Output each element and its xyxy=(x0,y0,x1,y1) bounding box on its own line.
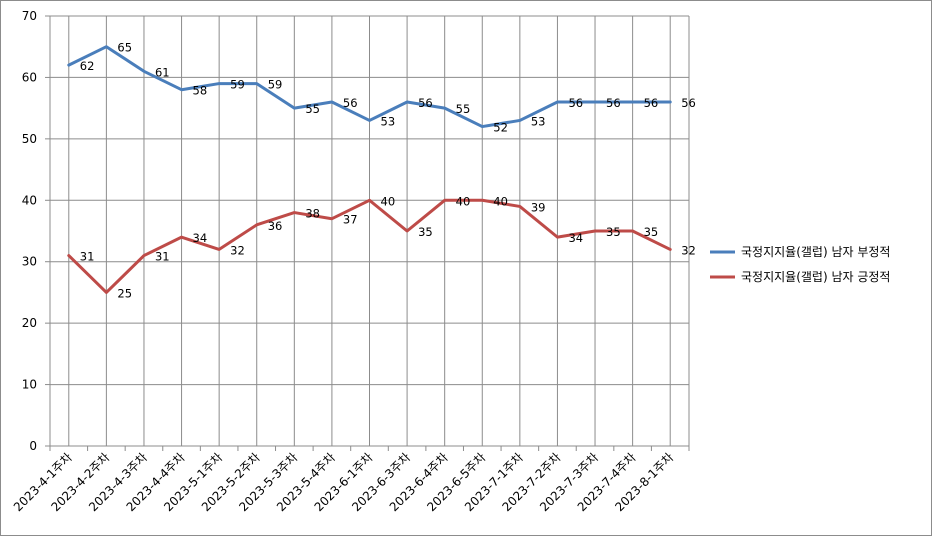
data-label: 56 xyxy=(606,96,621,110)
series-line-1 xyxy=(67,45,672,129)
data-label: 37 xyxy=(343,213,358,227)
y-tick-label: 40 xyxy=(22,193,37,207)
y-tick-label: 10 xyxy=(22,378,37,392)
data-label: 40 xyxy=(456,194,471,208)
data-label: 35 xyxy=(644,225,659,239)
data-label: 34 xyxy=(568,231,583,245)
legend-label: 국정지지율(갤럽) 남자 부정적 xyxy=(741,245,890,259)
legend-label: 국정지지율(갤럽) 남자 긍정적 xyxy=(741,270,890,284)
y-tick-label: 20 xyxy=(22,316,37,330)
data-label: 55 xyxy=(456,102,471,116)
data-label: 58 xyxy=(193,84,208,98)
y-tick-label: 50 xyxy=(22,132,37,146)
data-label: 59 xyxy=(268,78,283,92)
data-label: 40 xyxy=(381,194,396,208)
data-label: 56 xyxy=(568,96,583,110)
data-label: 40 xyxy=(493,194,508,208)
data-label: 52 xyxy=(493,121,508,135)
data-label: 31 xyxy=(155,250,170,264)
data-label: 25 xyxy=(117,286,132,300)
data-label: 53 xyxy=(381,114,396,128)
data-label: 59 xyxy=(230,78,245,92)
data-label: 35 xyxy=(606,225,621,239)
y-tick-label: 70 xyxy=(22,9,37,23)
data-label: 34 xyxy=(193,231,208,245)
data-label: 56 xyxy=(343,96,358,110)
data-label: 55 xyxy=(305,102,320,116)
data-label: 56 xyxy=(644,96,659,110)
data-label: 32 xyxy=(230,243,245,257)
y-tick-label: 30 xyxy=(22,255,37,269)
data-label: 31 xyxy=(80,250,95,264)
data-label: 38 xyxy=(305,207,320,221)
y-tick-label: 0 xyxy=(29,439,37,453)
data-label: 32 xyxy=(681,243,696,257)
data-label: 65 xyxy=(117,41,132,55)
data-label: 35 xyxy=(418,225,433,239)
series-line-2 xyxy=(67,198,672,294)
y-tick-label: 60 xyxy=(22,70,37,84)
data-label: 53 xyxy=(531,114,546,128)
data-label: 36 xyxy=(268,219,283,233)
data-label: 56 xyxy=(681,96,696,110)
data-label: 56 xyxy=(418,96,433,110)
data-label: 62 xyxy=(80,59,95,73)
data-label: 39 xyxy=(531,200,546,214)
data-label: 61 xyxy=(155,65,170,79)
